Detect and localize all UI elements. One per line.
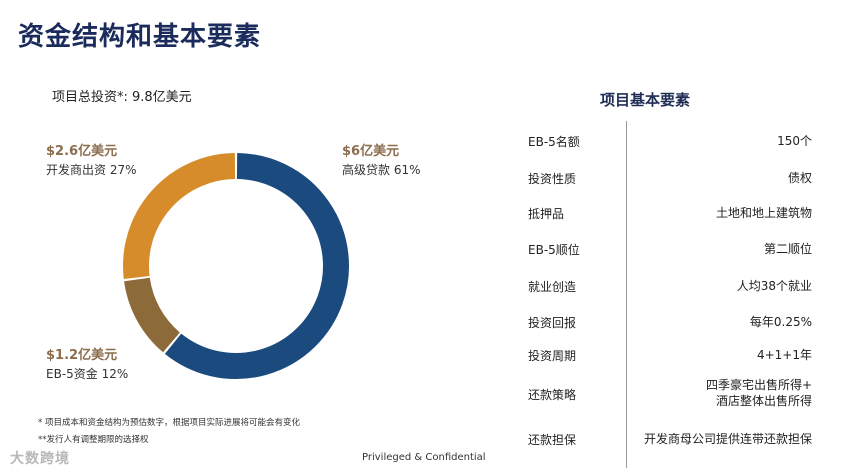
page-title: 资金结构和基本要素 xyxy=(18,22,262,52)
watermark-logo: 大数跨境 xyxy=(10,451,70,467)
row-value: 土地和地上建筑物 xyxy=(715,206,812,220)
senior-loan-name: 高级贷款 xyxy=(342,163,391,177)
row-key: 就业创造 xyxy=(528,280,577,294)
table-divider xyxy=(626,121,627,468)
row-value: 开发商母公司提供连带还款担保 xyxy=(643,432,812,446)
row-key: 还款担保 xyxy=(528,433,577,447)
row-key: 投资回报 xyxy=(528,316,577,330)
row-key: 投资性质 xyxy=(528,172,577,186)
row-value: 第二顺位 xyxy=(763,242,812,256)
row-key: 还款策略 xyxy=(528,388,577,402)
row-key: EB-5顺位 xyxy=(528,243,580,257)
footnote-term-option: **发行人有调整期限的选择权 xyxy=(38,435,149,445)
developer-equity-name: 开发商出资 xyxy=(46,163,107,177)
confidential-footer: Privileged & Confidential xyxy=(362,452,486,463)
row-key: 抵押品 xyxy=(528,207,565,221)
row-value-line: 四季豪宅出售所得+ xyxy=(705,378,812,392)
row-value: 四季豪宅出售所得+ 酒店整体出售所得 xyxy=(706,377,812,409)
row-value: 每年0.25% xyxy=(749,315,812,329)
row-key: EB-5名额 xyxy=(528,135,580,149)
total-investment: 项目总投资*: 9.8亿美元 xyxy=(52,90,192,105)
senior-loan-amount: $6亿美元 xyxy=(342,144,400,159)
developer-equity-percent: 27% xyxy=(109,163,137,177)
senior-loan-percent: 61% xyxy=(393,163,421,177)
funding-donut-chart xyxy=(123,153,349,379)
label-eb5-funds: $1.2亿美元 EB-5资金 12% xyxy=(46,347,128,383)
developer-equity-amount: $2.6亿美元 xyxy=(46,144,118,159)
table-title: 项目基本要素 xyxy=(600,91,691,109)
row-value: 债权 xyxy=(787,171,812,185)
row-key: 投资周期 xyxy=(528,349,577,363)
row-value: 4+1+1年 xyxy=(756,348,812,362)
donut-segment-eb5-funds xyxy=(124,277,181,353)
row-value: 150个 xyxy=(777,134,812,148)
label-senior-loan: $6亿美元 高级贷款 61% xyxy=(342,143,421,179)
eb5-funds-amount: $1.2亿美元 xyxy=(46,348,118,363)
row-value: 人均38个就业 xyxy=(736,279,812,293)
donut-segment-senior-loan xyxy=(164,153,349,379)
label-developer-equity: $2.6亿美元 开发商出资 27% xyxy=(46,143,137,179)
donut-segment-developer-equity xyxy=(123,153,236,279)
footnote-cost-estimate: * 项目成本和资金结构为预估数字，根据项目实际进展将可能会有变化 xyxy=(38,418,300,428)
eb5-funds-name: EB-5资金 xyxy=(46,367,98,381)
row-value-line: 酒店整体出售所得 xyxy=(715,394,812,408)
eb5-funds-percent: 12% xyxy=(101,367,129,381)
